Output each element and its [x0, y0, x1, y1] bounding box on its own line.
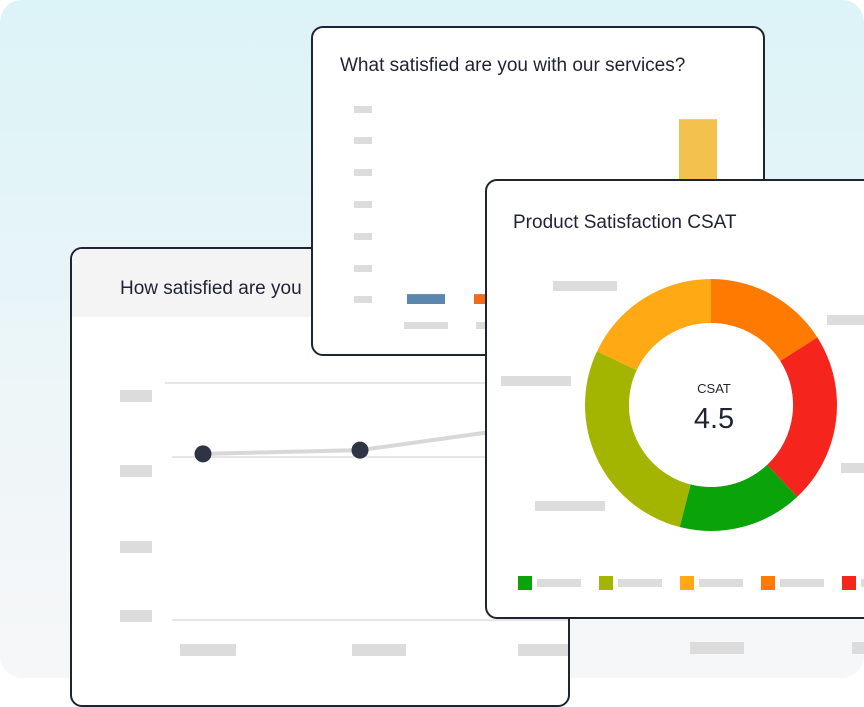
legend-item — [518, 575, 598, 591]
y-tick-label — [354, 296, 372, 303]
y-tick-label — [120, 541, 152, 553]
donut-card-title: Product Satisfaction CSAT — [513, 212, 737, 233]
legend-swatch — [518, 576, 532, 590]
x-tick-label — [518, 644, 568, 656]
line-point — [194, 445, 212, 463]
legend-label — [861, 579, 864, 587]
x-tick-label — [852, 642, 864, 654]
gridline — [172, 456, 568, 458]
legend-swatch — [761, 576, 775, 590]
legend-swatch — [599, 576, 613, 590]
slice-label — [827, 315, 864, 325]
legend-label — [699, 579, 743, 587]
y-tick-label — [120, 610, 152, 622]
legend-item — [599, 575, 679, 591]
legend-item — [761, 575, 841, 591]
legend-swatch — [680, 576, 694, 590]
donut-slice — [679, 464, 798, 531]
line-card-title: How satisfied are you — [120, 278, 302, 299]
x-tick-label — [180, 644, 236, 656]
legend — [518, 575, 864, 595]
donut-slice — [596, 279, 711, 371]
bar — [474, 294, 488, 304]
x-tick-label — [690, 642, 744, 654]
slice-label — [553, 281, 617, 291]
y-tick-label — [120, 390, 152, 402]
line-point — [351, 441, 369, 459]
slice-label — [841, 463, 864, 473]
y-tick-label — [354, 137, 372, 144]
x-tick-label — [404, 322, 448, 329]
y-tick-label — [354, 233, 372, 240]
legend-label — [780, 579, 824, 587]
bar — [407, 294, 445, 304]
csat-value: 4.5 — [693, 403, 735, 435]
bar-card-title: What satisfied are you with our services… — [340, 55, 686, 76]
legend-swatch — [842, 576, 856, 590]
y-tick-label — [354, 169, 372, 176]
slice-label — [501, 376, 571, 386]
donut-slice — [767, 337, 837, 497]
csat-label: CSAT — [697, 381, 731, 396]
donut-slice — [585, 351, 691, 528]
donut-hole — [629, 323, 793, 487]
donut-chart — [585, 279, 837, 531]
x-tick-label — [352, 644, 406, 656]
legend-label — [618, 579, 662, 587]
legend-item — [842, 575, 864, 591]
y-tick-label — [354, 106, 372, 113]
slice-label — [535, 501, 605, 511]
line-series — [201, 424, 568, 456]
legend-label — [537, 579, 581, 587]
donut-slice — [711, 279, 818, 362]
legend-item — [680, 575, 760, 591]
y-tick-label — [354, 265, 372, 272]
gridline — [165, 382, 568, 384]
gridline — [172, 619, 568, 621]
donut-chart-card: Product Satisfaction CSAT CSAT 4.5 — [485, 179, 864, 619]
y-tick-label — [354, 201, 372, 208]
y-tick-label — [120, 465, 152, 477]
